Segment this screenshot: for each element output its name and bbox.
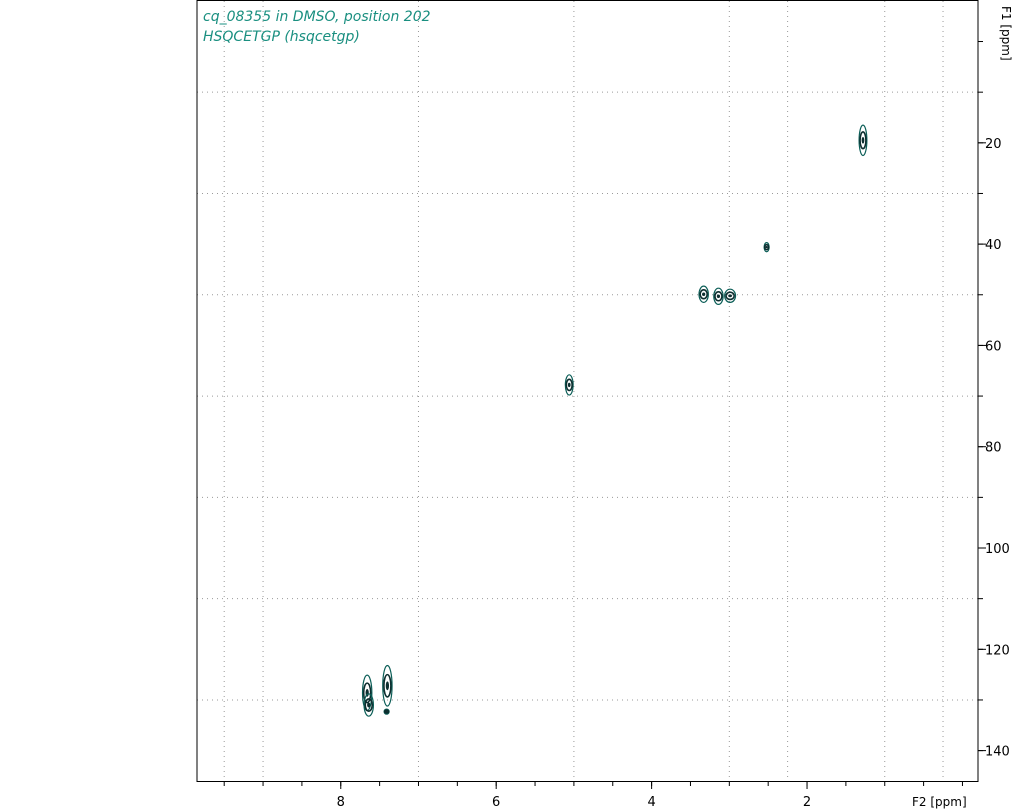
peak-contour-outer: [564, 374, 574, 396]
peak-contour-outer: [363, 693, 375, 717]
cross-peak: [858, 124, 868, 157]
cross-peak: [383, 708, 390, 715]
cross-peak: [724, 288, 737, 303]
peak-contour-outer: [382, 664, 393, 707]
peak-contour-outer: [724, 288, 737, 303]
peak-contour-inner: [699, 289, 708, 300]
peak-core: [385, 681, 390, 691]
peak-core: [765, 245, 768, 249]
grid-lines: [197, 1, 978, 781]
peak-contour-outer: [698, 285, 709, 303]
cross-peak: [564, 374, 574, 396]
x-tick-label: 2: [803, 795, 811, 810]
peak-core: [567, 382, 571, 388]
peak-core: [861, 136, 865, 144]
cross-peak: [363, 693, 375, 717]
peak-core: [702, 292, 706, 297]
peak-contour-inner: [383, 673, 392, 698]
y-axis: 20 40 60 80 100 120 140: [978, 41, 1010, 760]
y-tick-label: 20: [985, 137, 1002, 152]
peak-core: [728, 294, 733, 298]
peak-contour-inner: [859, 131, 867, 150]
x-tick-label: 6: [492, 795, 500, 810]
cross-peak: [763, 241, 770, 253]
experiment-subtitle: HSQCETGP (hsqcetgp): [203, 29, 360, 45]
peak-contour-inner: [565, 378, 573, 392]
cross-peak: [382, 664, 393, 707]
peak-contour-inner: [763, 243, 770, 251]
x-tick-label: 4: [647, 795, 655, 810]
x-tick-label: 8: [337, 795, 345, 810]
peak-contour-outer: [858, 124, 868, 157]
y-tick-label: 120: [985, 643, 1010, 658]
peak-contour-inner: [383, 709, 390, 714]
y-tick-label: 100: [985, 542, 1010, 557]
x-axis: 8 6 4 2: [223, 781, 963, 810]
peak-contour-inner: [725, 291, 735, 301]
y-tick-label: 40: [985, 238, 1002, 253]
peak-core: [716, 294, 721, 299]
cross-peak: [698, 285, 709, 303]
y-tick-label: 140: [985, 745, 1010, 760]
peak-contour-outer: [713, 287, 724, 305]
peak-contour-inner: [362, 682, 372, 704]
peak-core: [367, 702, 371, 708]
peak-core: [385, 710, 388, 713]
spectrum-title: cq_08355 in DMSO, position 202: [203, 9, 431, 25]
y-axis-label: F1 [ppm]: [999, 6, 1013, 61]
cross-peak: [713, 287, 724, 305]
peak-contour-inner: [714, 291, 723, 302]
x-axis-label: F2 [ppm]: [912, 795, 967, 809]
contour-peaks: [361, 124, 868, 717]
peak-contour-inner: [364, 698, 374, 712]
plot-frame: [196, 0, 979, 782]
y-tick-label: 80: [985, 441, 1002, 456]
y-tick-label: 60: [985, 339, 1002, 354]
